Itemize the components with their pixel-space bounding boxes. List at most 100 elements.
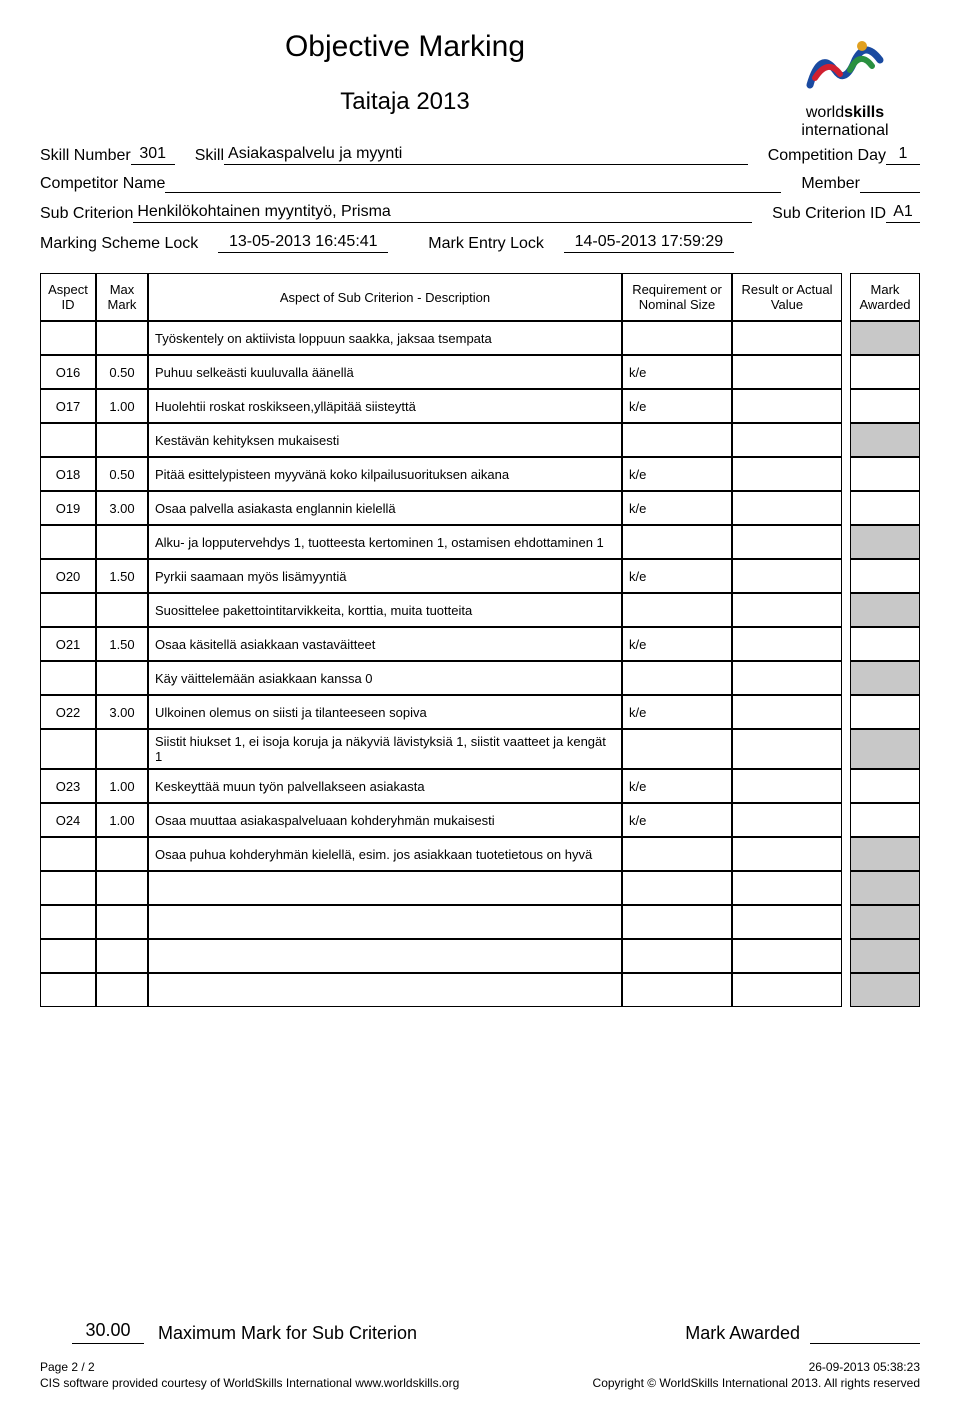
sub-crit-id-label: Sub Criterion ID xyxy=(772,205,886,223)
table-row: O231.00Keskeyttää muun työn palvellaksee… xyxy=(40,769,920,803)
row-max-mark: 0.50 xyxy=(96,355,148,389)
table-row xyxy=(40,939,920,973)
row-requirement: k/e xyxy=(622,627,732,661)
row-description: Suosittelee pakettointitarvikkeita, kort… xyxy=(148,593,622,627)
skill-number-value: 301 xyxy=(131,145,175,165)
row-max-mark: 1.00 xyxy=(96,769,148,803)
competitor-label: Competitor Name xyxy=(40,175,165,193)
member-value xyxy=(860,175,920,193)
row-description: Keskeyttää muun työn palvellakseen asiak… xyxy=(148,769,622,803)
row-aspect-id: O16 xyxy=(40,355,96,389)
footer-copyright: Copyright © WorldSkills International 20… xyxy=(593,1376,920,1390)
row-description: Osaa muuttaa asiakaspalveluaan kohderyhm… xyxy=(148,803,622,837)
page-indicator: Page 2 / 2 xyxy=(40,1360,95,1374)
row-description: Alku- ja lopputervehdys 1, tuotteesta ke… xyxy=(148,525,622,559)
row-aspect-id: O18 xyxy=(40,457,96,491)
row-description: Kestävän kehityksen mukaisesti xyxy=(148,423,622,457)
max-mark-label: Maximum Mark for Sub Criterion xyxy=(158,1323,417,1344)
skill-value: Asiakaspalvelu ja myynti xyxy=(224,145,748,165)
row-requirement: k/e xyxy=(622,803,732,837)
row-aspect-id: O24 xyxy=(40,803,96,837)
footer-timestamp: 26-09-2013 05:38:23 xyxy=(809,1360,920,1374)
row-description: Osaa käsitellä asiakkaan vastaväitteet xyxy=(148,627,622,661)
table-row: O171.00Huolehtii roskat roskikseen,ylläp… xyxy=(40,389,920,423)
row-aspect-id: O20 xyxy=(40,559,96,593)
table-row xyxy=(40,871,920,905)
th-awarded: Mark Awarded xyxy=(850,273,920,321)
th-result: Result or Actual Value xyxy=(732,273,842,321)
row-aspect-id: O19 xyxy=(40,491,96,525)
lock2-label: Mark Entry Lock xyxy=(428,235,544,253)
sub-crit-id-value: A1 xyxy=(886,203,920,223)
row-requirement: k/e xyxy=(622,695,732,729)
logo-text-skills: skills xyxy=(844,104,884,121)
row-description: Käy väittelemään asiakkaan kanssa 0 xyxy=(148,661,622,695)
skill-label: Skill xyxy=(195,147,224,165)
worldskills-logo: worldskills international xyxy=(770,30,920,139)
member-label: Member xyxy=(801,175,860,193)
sub-crit-value: Henkilökohtainen myyntityö, Prisma xyxy=(133,203,752,223)
row-description: Huolehtii roskat roskikseen,ylläpitää si… xyxy=(148,389,622,423)
th-max-mark: Max Mark xyxy=(96,273,148,321)
row-description: Osaa palvella asiakasta englannin kielel… xyxy=(148,491,622,525)
mark-awarded-value xyxy=(810,1343,920,1344)
table-row: O193.00Osaa palvella asiakasta englannin… xyxy=(40,491,920,525)
meta-block: Skill Number 301 Skill Asiakaspalvelu ja… xyxy=(40,145,920,263)
max-mark-value: 30.00 xyxy=(72,1320,144,1344)
table-row: Siistit hiukset 1, ei isoja koruja ja nä… xyxy=(40,729,920,769)
table-row xyxy=(40,973,920,1007)
logo-text-world: world xyxy=(806,104,844,121)
row-max-mark: 3.00 xyxy=(96,491,148,525)
row-aspect-id: O23 xyxy=(40,769,96,803)
row-max-mark: 1.00 xyxy=(96,803,148,837)
row-requirement: k/e xyxy=(622,457,732,491)
row-description: Työskentely on aktiivista loppuun saakka… xyxy=(148,321,622,355)
row-requirement: k/e xyxy=(622,769,732,803)
row-aspect-id: O21 xyxy=(40,627,96,661)
lock1-value: 13-05-2013 16:45:41 xyxy=(218,233,388,253)
comp-day-value: 1 xyxy=(886,145,920,165)
row-requirement: k/e xyxy=(622,559,732,593)
marking-table: Aspect ID Max Mark Aspect of Sub Criteri… xyxy=(40,273,920,1007)
skill-number-label: Skill Number xyxy=(40,147,131,165)
competitor-value xyxy=(165,175,781,193)
lock1-label: Marking Scheme Lock xyxy=(40,235,198,253)
table-row: O180.50Pitää esittelypisteen myyvänä kok… xyxy=(40,457,920,491)
row-max-mark: 1.00 xyxy=(96,389,148,423)
row-requirement: k/e xyxy=(622,389,732,423)
row-aspect-id: O22 xyxy=(40,695,96,729)
row-max-mark: 3.00 xyxy=(96,695,148,729)
comp-day-label: Competition Day xyxy=(768,147,886,165)
table-row: Osaa puhua kohderyhmän kielellä, esim. j… xyxy=(40,837,920,871)
row-max-mark: 0.50 xyxy=(96,457,148,491)
table-row: Suosittelee pakettointitarvikkeita, kort… xyxy=(40,593,920,627)
row-max-mark: 1.50 xyxy=(96,559,148,593)
row-requirement: k/e xyxy=(622,491,732,525)
row-description: Puhuu selkeästi kuuluvalla äänellä xyxy=(148,355,622,389)
mark-awarded-label: Mark Awarded xyxy=(685,1323,800,1344)
page-subtitle: Taitaja 2013 xyxy=(40,88,770,116)
table-row: Alku- ja lopputervehdys 1, tuotteesta ke… xyxy=(40,525,920,559)
table-row: Kestävän kehityksen mukaisesti xyxy=(40,423,920,457)
table-row xyxy=(40,905,920,939)
table-row: Käy väittelemään asiakkaan kanssa 0 xyxy=(40,661,920,695)
row-description: Pitää esittelypisteen myyvänä koko kilpa… xyxy=(148,457,622,491)
row-description: Pyrkii saamaan myös lisämyyntiä xyxy=(148,559,622,593)
th-description: Aspect of Sub Criterion - Description xyxy=(148,273,622,321)
row-aspect-id: O17 xyxy=(40,389,96,423)
row-description: Osaa puhua kohderyhmän kielellä, esim. j… xyxy=(148,837,622,871)
lock2-value: 14-05-2013 17:59:29 xyxy=(564,233,734,253)
table-row: O241.00Osaa muuttaa asiakaspalveluaan ko… xyxy=(40,803,920,837)
table-row: O160.50Puhuu selkeästi kuuluvalla äänell… xyxy=(40,355,920,389)
table-row: O201.50Pyrkii saamaan myös lisämyyntiäk/… xyxy=(40,559,920,593)
table-row: Työskentely on aktiivista loppuun saakka… xyxy=(40,321,920,355)
table-row: O211.50Osaa käsitellä asiakkaan vastaväi… xyxy=(40,627,920,661)
page-title: Objective Marking xyxy=(40,30,770,64)
table-row: O223.00Ulkoinen olemus on siisti ja tila… xyxy=(40,695,920,729)
footer-credit: CIS software provided courtesy of WorldS… xyxy=(40,1376,459,1390)
row-description: Ulkoinen olemus on siisti ja tilanteesee… xyxy=(148,695,622,729)
row-description: Siistit hiukset 1, ei isoja koruja ja nä… xyxy=(148,729,622,769)
th-aspect-id: Aspect ID xyxy=(40,273,96,321)
logo-text-intl: international xyxy=(801,122,888,139)
sub-crit-label: Sub Criterion xyxy=(40,205,133,223)
